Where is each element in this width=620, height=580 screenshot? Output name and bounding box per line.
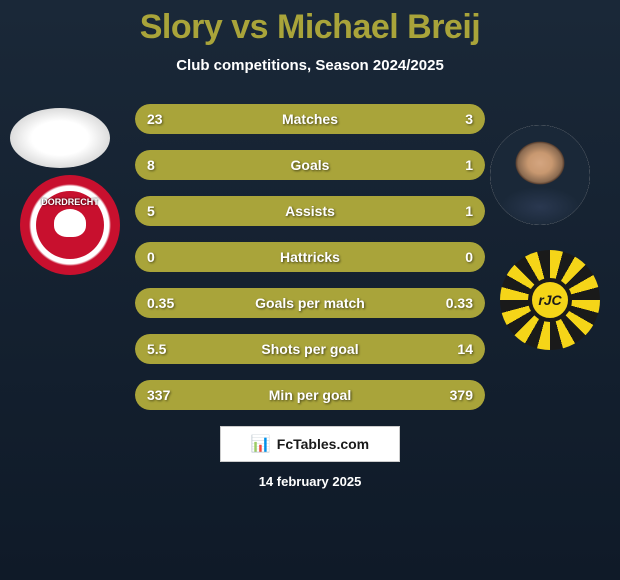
- stat-row: 00Hattricks: [135, 242, 485, 272]
- stat-label: Shots per goal: [135, 334, 485, 364]
- footer-date: 14 february 2025: [0, 474, 620, 489]
- stat-row: 337379Min per goal: [135, 380, 485, 410]
- stat-row: 233Matches: [135, 104, 485, 134]
- stat-row: 0.350.33Goals per match: [135, 288, 485, 318]
- site-logo[interactable]: 📊 FcTables.com: [220, 426, 400, 462]
- comparison-title: Slory vs Michael Breij: [0, 0, 620, 47]
- stat-label: Goals: [135, 150, 485, 180]
- player-face-placeholder: [490, 125, 590, 225]
- chart-icon: 📊: [251, 434, 271, 454]
- stat-label: Assists: [135, 196, 485, 226]
- player-right-photo: [490, 125, 590, 225]
- dordrecht-badge: DORDRECHT: [36, 191, 104, 259]
- club-left-text: DORDRECHT: [41, 197, 99, 207]
- stat-label: Min per goal: [135, 380, 485, 410]
- comparison-subtitle: Club competitions, Season 2024/2025: [0, 57, 620, 74]
- stats-panel: 233Matches 81Goals 51Assists 00Hattricks 0.3…: [135, 104, 485, 410]
- stat-row: 81Goals: [135, 150, 485, 180]
- stat-label: Hattricks: [135, 242, 485, 272]
- club-left-logo: DORDRECHT: [20, 175, 120, 275]
- sheep-icon: [54, 209, 86, 237]
- roda-badge: rJC: [528, 278, 572, 322]
- club-right-logo: rJC: [500, 250, 600, 350]
- stat-label: Matches: [135, 104, 485, 134]
- stat-row: 51Assists: [135, 196, 485, 226]
- player-left-photo: [10, 108, 110, 168]
- stat-label: Goals per match: [135, 288, 485, 318]
- site-name: FcTables.com: [277, 436, 369, 452]
- stat-row: 5.514Shots per goal: [135, 334, 485, 364]
